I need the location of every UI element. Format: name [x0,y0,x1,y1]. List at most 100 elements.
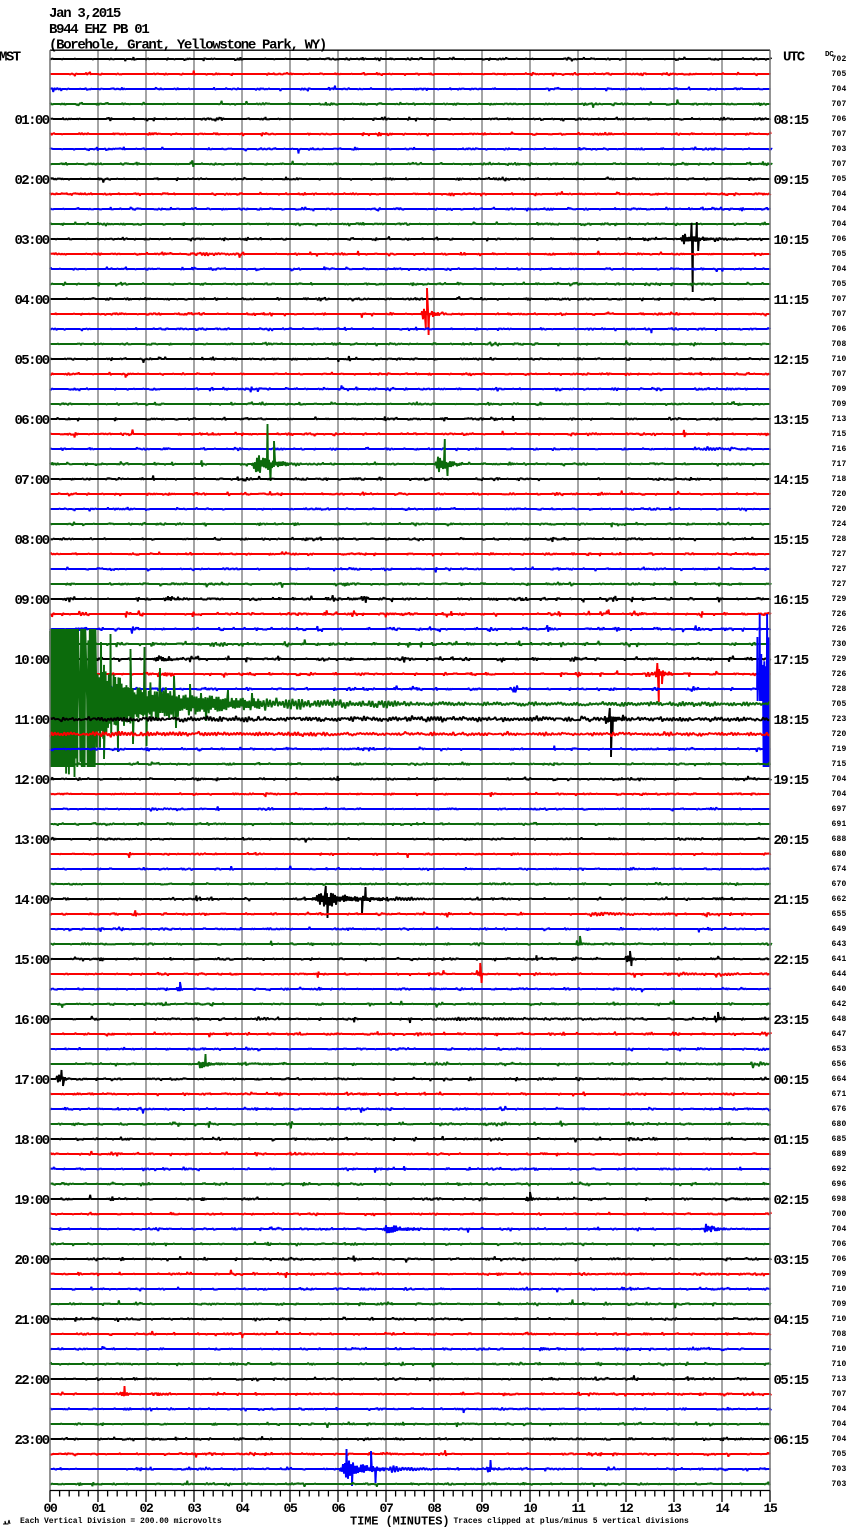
svg-text:705: 705 [831,700,846,709]
svg-text:MST: MST [0,49,21,65]
svg-text:705: 705 [831,250,846,259]
svg-text:704: 704 [831,220,846,229]
svg-text:B944 EHZ PB 01: B944 EHZ PB 01 [49,22,149,38]
svg-text:07: 07 [379,1501,393,1516]
svg-text:655: 655 [831,910,846,919]
svg-text:UTC: UTC [783,49,806,65]
svg-text:710: 710 [831,1360,846,1369]
svg-text:689: 689 [831,1150,846,1159]
svg-text:705: 705 [831,1450,846,1459]
svg-text:688: 688 [831,835,846,844]
svg-text:729: 729 [831,655,846,664]
svg-text:708: 708 [831,1330,846,1339]
svg-text:707: 707 [831,370,846,379]
svg-text:23:00: 23:00 [14,1433,49,1449]
svg-text:00: 00 [43,1501,58,1516]
svg-text:730: 730 [831,640,846,649]
svg-text:706: 706 [831,115,846,124]
svg-text:705: 705 [831,280,846,289]
svg-text:16:00: 16:00 [14,1013,49,1029]
svg-text:706: 706 [831,235,846,244]
svg-text:641: 641 [831,955,846,964]
svg-text:640: 640 [831,985,846,994]
svg-text:704: 704 [831,265,846,274]
svg-text:01:00: 01:00 [14,113,49,129]
svg-text:704: 704 [831,1420,846,1429]
svg-text:22:15: 22:15 [774,953,809,969]
svg-text:698: 698 [831,1195,846,1204]
svg-text:691: 691 [831,820,846,829]
svg-text:06:00: 06:00 [14,413,49,429]
svg-text:724: 724 [831,520,846,529]
svg-text:07:00: 07:00 [14,473,49,489]
svg-text:642: 642 [831,1000,846,1009]
svg-text:02: 02 [139,1501,154,1516]
svg-text:11:00: 11:00 [14,713,49,729]
svg-text:02:00: 02:00 [14,173,49,189]
svg-text:707: 707 [831,130,846,139]
svg-text:709: 709 [831,385,846,394]
svg-text:710: 710 [831,1285,846,1294]
svg-text:726: 726 [831,670,846,679]
svg-text:08:15: 08:15 [774,113,809,129]
svg-text:704: 704 [831,1225,846,1234]
svg-text:09: 09 [475,1501,490,1516]
svg-text:706: 706 [831,1240,846,1249]
svg-text:703: 703 [831,145,846,154]
svg-text:705: 705 [831,70,846,79]
svg-text:713: 713 [831,1375,846,1384]
svg-text:710: 710 [831,1345,846,1354]
svg-text:04:00: 04:00 [14,293,49,309]
svg-text:709: 709 [831,1300,846,1309]
svg-text:702: 702 [831,55,846,64]
svg-text:729: 729 [831,595,846,604]
svg-text:01: 01 [91,1501,106,1516]
svg-text:12:00: 12:00 [14,773,49,789]
svg-text:728: 728 [831,685,846,694]
svg-text:11:15: 11:15 [774,293,809,309]
svg-text:10:15: 10:15 [774,233,809,249]
svg-text:14:00: 14:00 [14,893,49,909]
svg-text:06:15: 06:15 [774,1433,809,1449]
svg-text:704: 704 [831,190,846,199]
svg-text:643: 643 [831,940,846,949]
svg-text:703: 703 [831,1465,846,1474]
svg-text:02:15: 02:15 [774,1193,809,1209]
svg-text:22:00: 22:00 [14,1373,49,1389]
svg-text:715: 715 [831,760,846,769]
svg-text:704: 704 [831,1405,846,1414]
svg-text:04:15: 04:15 [774,1313,809,1329]
svg-text:710: 710 [831,355,846,364]
svg-text:649: 649 [831,925,846,934]
svg-text:12:15: 12:15 [774,353,809,369]
svg-text:14:15: 14:15 [774,473,809,489]
svg-text:Traces clipped at plus/minus 5: Traces clipped at plus/minus 5 vertical … [454,1517,689,1526]
svg-text:10: 10 [523,1501,538,1516]
svg-text:706: 706 [831,1255,846,1264]
svg-text:707: 707 [831,310,846,319]
svg-text:01:15: 01:15 [774,1133,809,1149]
svg-text:06: 06 [331,1501,346,1516]
svg-text:14: 14 [715,1501,730,1516]
svg-text:648: 648 [831,1015,846,1024]
svg-text:696: 696 [831,1180,846,1189]
svg-text:726: 726 [831,610,846,619]
svg-text:644: 644 [831,970,846,979]
svg-text:05:15: 05:15 [774,1373,809,1389]
svg-text:708: 708 [831,340,846,349]
svg-text:20:00: 20:00 [14,1253,49,1269]
svg-text:718: 718 [831,475,846,484]
svg-text:726: 726 [831,625,846,634]
svg-text:656: 656 [831,1060,846,1069]
svg-text:720: 720 [831,490,846,499]
svg-text:09:00: 09:00 [14,593,49,609]
svg-text:(Borehole, Grant, Yellowstone: (Borehole, Grant, Yellowstone Park, WY) [49,37,326,53]
svg-text:15:00: 15:00 [14,953,49,969]
svg-text:03:00: 03:00 [14,233,49,249]
svg-text:16:15: 16:15 [774,593,809,609]
svg-text:703: 703 [831,1480,846,1489]
svg-text:04: 04 [235,1501,250,1516]
svg-text:DC: DC [825,51,834,59]
svg-text:680: 680 [831,1120,846,1129]
svg-text:705: 705 [831,175,846,184]
